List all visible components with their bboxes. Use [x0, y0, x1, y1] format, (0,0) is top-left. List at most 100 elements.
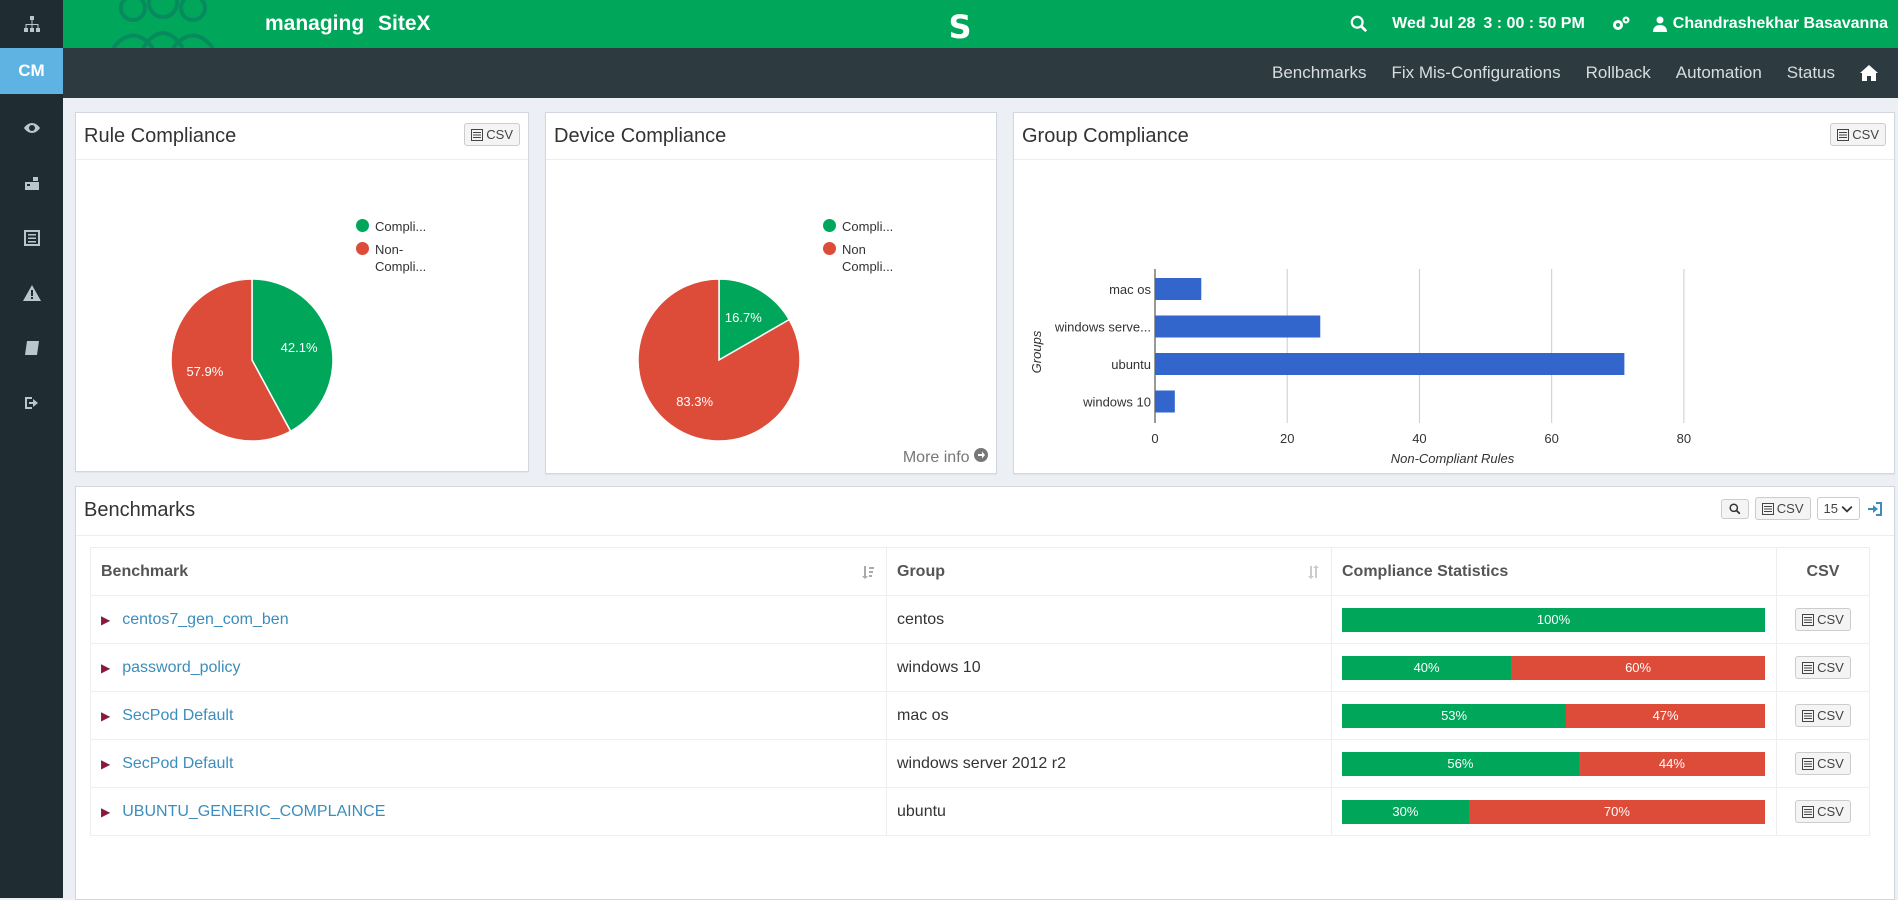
table-icon — [1802, 757, 1815, 770]
expand-caret-icon[interactable]: ▶ — [101, 756, 111, 771]
pie-slice-label: 42.1% — [281, 340, 318, 355]
pie-slice[interactable] — [718, 278, 791, 362]
expand-caret-icon[interactable]: ▶ — [101, 708, 111, 723]
non-compliant-segment: 44% — [1578, 751, 1765, 776]
row-csv-button[interactable]: CSV — [1795, 704, 1851, 727]
table-row[interactable]: ▶ SecPod Default mac os 53% 47% CSV — [90, 691, 1870, 740]
compliance-cell: 100% — [1331, 595, 1777, 644]
pie-slice[interactable] — [637, 278, 801, 442]
column-header-group[interactable]: Group — [886, 547, 1332, 596]
table-icon — [1802, 805, 1815, 818]
csv-label: CSV — [1817, 660, 1844, 675]
expand-caret-icon[interactable]: ▶ — [101, 804, 111, 819]
legend-item[interactable]: Compli... — [356, 218, 437, 235]
csv-label: CSV — [486, 127, 513, 142]
group-cell: centos — [886, 595, 1332, 644]
brand-site[interactable]: SiteX — [378, 12, 431, 35]
nav-rollback[interactable]: Rollback — [1585, 63, 1651, 82]
y-tick-label: mac os — [1109, 282, 1151, 297]
dashboard-icon[interactable] — [0, 155, 63, 210]
column-header-benchmark[interactable]: Benchmark — [90, 547, 887, 596]
legend-item[interactable]: Compli... — [823, 218, 904, 235]
table-row[interactable]: ▶ SecPod Default windows server 2012 r2 56%… — [90, 739, 1870, 788]
bar[interactable] — [1155, 390, 1175, 413]
search-icon[interactable] — [1350, 15, 1368, 33]
compliant-segment: 30% — [1342, 799, 1469, 824]
csv-label: CSV — [1776, 501, 1804, 516]
legend-item[interactable]: Non Compli... — [823, 241, 904, 275]
csv-button[interactable]: CSV — [1830, 123, 1886, 146]
bar[interactable] — [1155, 315, 1321, 338]
csv-label: CSV — [1817, 804, 1844, 819]
bar[interactable] — [1155, 353, 1625, 375]
center-logo-text: S — [948, 8, 972, 46]
csv-cell: CSV — [1776, 595, 1870, 644]
nav-bar: Benchmarks Fix Mis-Configurations Rollba… — [63, 48, 1898, 98]
panel-title: Benchmarks — [84, 499, 196, 521]
panel-title: Group Compliance — [1022, 125, 1189, 147]
column-label: Group — [897, 562, 945, 580]
pie-slice[interactable] — [251, 278, 334, 433]
date: Wed Jul 28 — [1392, 15, 1476, 32]
compliant-segment: 100% — [1342, 607, 1765, 632]
row-csv-button[interactable]: CSV — [1795, 608, 1851, 631]
non-compliant-segment: 60% — [1511, 655, 1765, 680]
nav-benchmarks[interactable]: Benchmarks — [1272, 63, 1367, 82]
benchmark-link[interactable]: SecPod Default — [122, 754, 234, 772]
table-icon — [1802, 661, 1815, 674]
table-row[interactable]: ▶ password_policy windows 10 40% 60% CSV — [90, 643, 1870, 692]
csv-button[interactable]: CSV — [1754, 497, 1811, 520]
sort-icon — [1308, 565, 1319, 579]
nav-fix-mis-configurations[interactable]: Fix Mis-Configurations — [1391, 63, 1561, 82]
center-logo[interactable]: S — [934, 0, 986, 54]
table-search-button[interactable] — [1720, 498, 1749, 519]
list-icon[interactable] — [0, 210, 63, 265]
y-tick-label: windows serve... — [1054, 320, 1151, 335]
sign-in-icon[interactable] — [1866, 500, 1884, 518]
compliance-bar: 100% — [1342, 607, 1765, 632]
row-csv-button[interactable]: CSV — [1795, 800, 1851, 823]
device-compliance-pie: 16.7% 83.3% — [637, 278, 801, 442]
more-info-label: More info — [902, 449, 970, 466]
cogs-icon[interactable] — [1611, 15, 1631, 33]
more-info-link[interactable]: More info — [903, 448, 988, 467]
expand-caret-icon[interactable]: ▶ — [101, 612, 111, 627]
team-logo-icon — [111, 0, 215, 48]
expand-caret-icon[interactable]: ▶ — [101, 660, 111, 675]
warning-icon[interactable] — [0, 265, 63, 320]
brand-managing: managing — [265, 12, 365, 35]
bar[interactable] — [1155, 278, 1202, 300]
legend-item[interactable]: Non-Compli... — [356, 241, 437, 275]
page-size-select[interactable]: 15 — [1816, 497, 1860, 520]
benchmark-link[interactable]: UBUNTU_GENERIC_COMPLAINCE — [122, 802, 386, 820]
benchmark-link[interactable]: SecPod Default — [122, 706, 234, 724]
csv-cell: CSV — [1776, 691, 1870, 740]
user-name[interactable]: Chandrashekhar Basavanna — [1672, 15, 1888, 32]
table-row[interactable]: ▶ UBUNTU_GENERIC_COMPLAINCE ubuntu 30% 70% CS… — [90, 787, 1870, 836]
column-label: CSV — [1806, 562, 1840, 580]
table-icon — [1802, 613, 1815, 626]
row-csv-button[interactable]: CSV — [1795, 752, 1851, 775]
home-icon[interactable] — [1860, 65, 1878, 81]
benchmark-link[interactable]: centos7_gen_com_ben — [122, 610, 289, 628]
benchmark-link[interactable]: password_policy — [122, 658, 241, 676]
nav-automation[interactable]: Automation — [1675, 63, 1762, 82]
row-csv-button[interactable]: CSV — [1795, 656, 1851, 679]
sidebar-item-cm[interactable]: CM — [0, 48, 63, 94]
y-tick-label: ubuntu — [1111, 357, 1151, 372]
csv-label: CSV — [1817, 612, 1844, 627]
pie-slice[interactable] — [170, 278, 292, 442]
nav-status[interactable]: Status — [1786, 63, 1835, 82]
compliant-segment: 56% — [1342, 751, 1579, 776]
table-row[interactable]: ▶ centos7_gen_com_ben centos 100% CSV — [90, 595, 1870, 644]
group-compliance-panel: Group Compliance CSV 0 20 40 60 80 mac os wind… — [1013, 112, 1895, 474]
book-icon[interactable] — [0, 320, 63, 375]
x-tick-label: 40 — [1412, 431, 1426, 446]
device-compliance-legend: Compli... Non Compli... — [823, 218, 904, 281]
sign-out-icon[interactable] — [0, 375, 63, 430]
sitemap-icon[interactable] — [0, 0, 63, 48]
rule-compliance-pie: 42.1% 57.9% — [170, 278, 334, 442]
compliant-segment: 40% — [1342, 655, 1512, 680]
csv-button[interactable]: CSV — [464, 123, 520, 146]
eye-icon[interactable] — [0, 100, 63, 155]
